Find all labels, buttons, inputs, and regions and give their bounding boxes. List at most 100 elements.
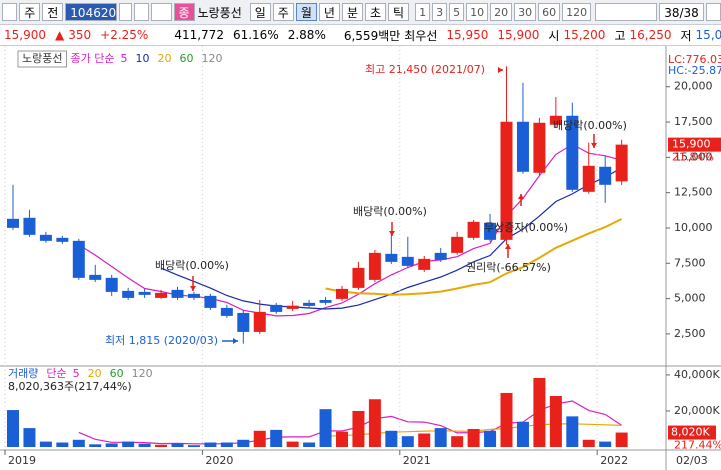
volume-bar: [533, 377, 546, 447]
period-button[interactable]: 초: [364, 3, 387, 21]
interval-button[interactable]: 30: [514, 3, 537, 21]
dropdown[interactable]: [119, 3, 132, 21]
volume-bar: [352, 410, 365, 447]
legend-title: 노랑풍선: [22, 52, 62, 65]
interval-button[interactable]: 60: [538, 3, 561, 21]
volume-bar: [500, 392, 513, 447]
candle-body: [7, 218, 19, 228]
indicator-label: LC:776.03: [668, 53, 721, 66]
legend-item: 20: [88, 367, 102, 380]
legend-item: 120: [201, 52, 222, 65]
volume-info: 8,020,363주(217,44%): [8, 380, 132, 393]
period-button[interactable]: 년: [318, 3, 340, 21]
volume-bar: [434, 428, 447, 447]
volume-bar: [72, 439, 85, 447]
candle-body: [39, 234, 52, 241]
candle-body: [566, 115, 579, 190]
volume-bar: [187, 445, 200, 447]
volume-bar: [122, 441, 135, 447]
candle-body: [204, 295, 217, 308]
annotation: 권리락(-66.57%): [466, 261, 551, 274]
annotation: 최고 21,450 (2021/07): [365, 63, 485, 76]
search-button[interactable]: [133, 3, 150, 21]
volume-bar: [368, 399, 381, 447]
legend-item: 60: [179, 52, 193, 65]
volume-bar: [155, 444, 168, 447]
last-price-label: 15,900: [672, 138, 711, 151]
scope-select[interactable]: 전: [42, 3, 64, 21]
candle-body: [319, 300, 332, 303]
interval-input[interactable]: [595, 3, 658, 21]
x-tick-label: 2020: [205, 454, 233, 467]
last-price-box: [668, 137, 721, 152]
candle-body: [220, 307, 233, 316]
candle-body: [187, 293, 200, 298]
quote-bar: 15,900 ▲ 350 +2.25% 411,772 61.16% 2.88%…: [0, 25, 721, 46]
volume-bar: [451, 436, 464, 447]
ma-line: [325, 218, 623, 296]
candle-body: [418, 258, 431, 270]
legend-ma-label: 종가 단순: [70, 52, 114, 65]
y-tick-label: 20,000: [674, 80, 713, 93]
indicator-label: HC:-25.87: [668, 64, 721, 77]
candle-body: [599, 166, 612, 185]
annotation: 배당락(0.00%): [155, 259, 229, 272]
interval-button[interactable]: 20: [490, 3, 513, 21]
y-tick-label: 7,500: [674, 256, 706, 269]
change-pct: +2.25%: [100, 28, 149, 42]
annotation-arrowhead: [233, 338, 238, 344]
ma-line: [78, 143, 622, 317]
y-tick-label: 20,000K: [674, 404, 720, 417]
legend-item: 20: [157, 52, 171, 65]
period-button[interactable]: 주: [272, 3, 294, 21]
legend-item: 5: [120, 52, 127, 65]
candle-body: [89, 274, 102, 280]
period-button[interactable]: 일: [249, 3, 271, 21]
legend-item: 60: [110, 367, 124, 380]
volume-bar: [418, 433, 431, 447]
interval-button[interactable]: 10: [466, 3, 489, 21]
volume-bar: [484, 430, 497, 447]
candle-body: [582, 165, 595, 192]
low-label: 저: [680, 28, 692, 43]
candle-body: [500, 121, 513, 240]
annotation-arrowhead: [591, 143, 597, 148]
candle-body: [171, 289, 184, 298]
candle-body: [23, 217, 36, 235]
ma-line: [78, 400, 622, 445]
annotation: 배당락(0.00%): [353, 205, 427, 218]
volume-bar: [7, 410, 19, 447]
y-tick-label: 5,000: [674, 292, 706, 305]
y-tick-label: 2,500: [674, 327, 706, 340]
interval-button[interactable]: 1: [415, 3, 431, 21]
period-button[interactable]: 분: [341, 3, 363, 21]
period-button[interactable]: 월: [295, 3, 317, 21]
candle-body: [336, 288, 348, 299]
code-input[interactable]: 104620: [65, 3, 118, 21]
volume-bar: [171, 443, 184, 447]
legend-item: 5: [73, 367, 80, 380]
volume-bar: [303, 442, 316, 447]
market-select[interactable]: 주: [19, 3, 41, 21]
candle-body: [237, 312, 250, 332]
legend-ma-label: 단순: [46, 367, 66, 380]
volume-bar: [516, 421, 529, 447]
candle-body: [434, 252, 447, 260]
annotation-arrowhead: [505, 244, 511, 249]
interval-button[interactable]: 5: [449, 3, 465, 21]
y-tick-label: 40,000K: [674, 368, 720, 381]
arrow: ▲: [55, 28, 65, 42]
interval-button[interactable]: 120: [562, 3, 592, 21]
tool-icon[interactable]: [705, 3, 721, 21]
sound-button[interactable]: [151, 3, 172, 21]
y-tick-label: 12,500: [674, 186, 713, 199]
candle-body: [303, 302, 316, 306]
volume-bar: [336, 431, 348, 447]
interval-button[interactable]: 3: [432, 3, 448, 21]
menu-icon[interactable]: [2, 3, 18, 21]
candle-body: [253, 311, 266, 332]
period-button[interactable]: 틱: [388, 3, 410, 21]
y-tick-label: 15,000: [674, 150, 713, 163]
candle-body: [615, 144, 628, 182]
